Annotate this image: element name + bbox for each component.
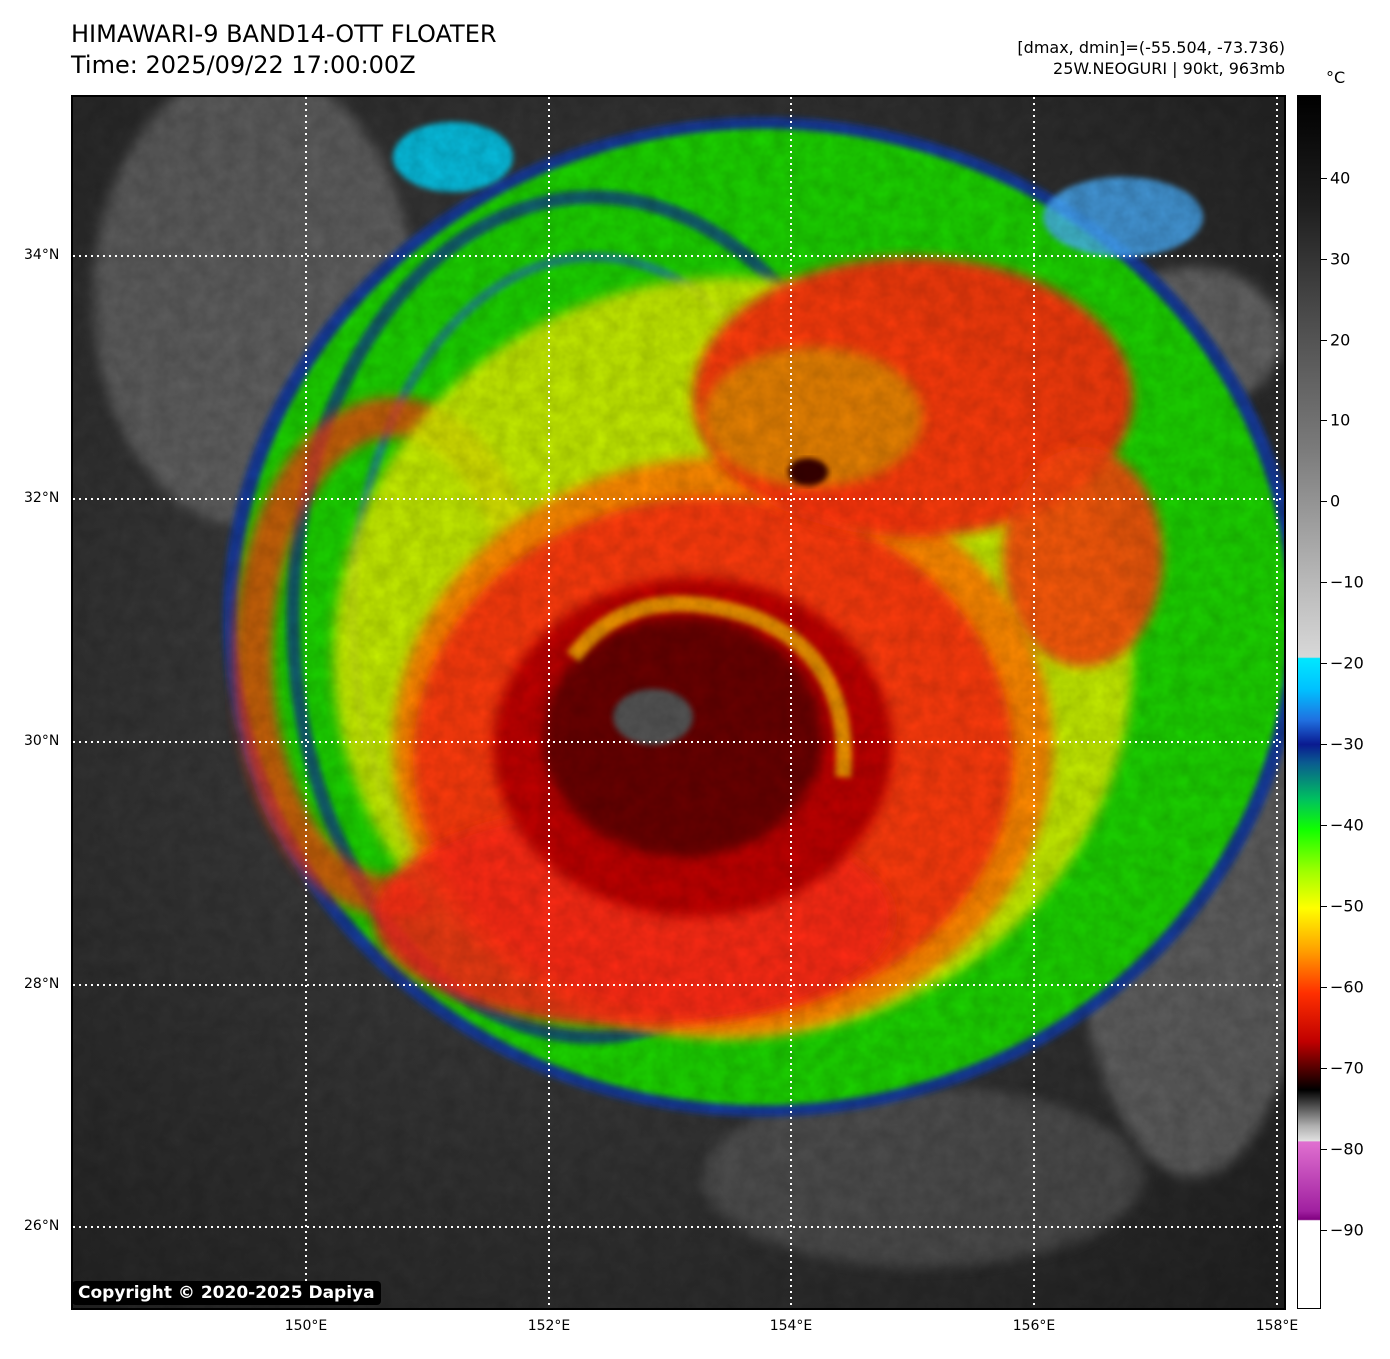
colorbar-tick xyxy=(1321,582,1327,583)
satellite-imagery xyxy=(73,97,1284,1308)
colorbar-unit: °C xyxy=(1326,68,1346,87)
copyright-notice: Copyright © 2020-2025 Dapiya xyxy=(72,1281,381,1305)
lon-label-150e: 150°E xyxy=(284,1318,328,1334)
lat-label-32n: 32°N xyxy=(24,490,60,506)
colorbar-tick xyxy=(1321,906,1327,907)
colorbar-tick xyxy=(1321,1149,1327,1150)
temperature-colorbar xyxy=(1297,95,1321,1309)
lat-label-28n: 28°N xyxy=(24,976,60,992)
colorbar-tick xyxy=(1321,340,1327,341)
image-title: HIMAWARI-9 BAND14-OTT FLOATER xyxy=(71,20,497,48)
colorbar-tick xyxy=(1321,663,1327,664)
lat-label-34n: 34°N xyxy=(24,247,60,263)
colorbar-label-30: 30 xyxy=(1330,249,1351,269)
colorbar-tick xyxy=(1321,825,1327,826)
colorbar-label-10: 10 xyxy=(1330,410,1351,430)
lon-label-158e: 158°E xyxy=(1255,1318,1299,1334)
temperature-range: [dmax, dmin]=(-55.504, -73.736) xyxy=(1017,38,1285,57)
lat-label-30n: 30°N xyxy=(24,733,60,749)
colorbar-label-minus30: −30 xyxy=(1330,734,1364,754)
colorbar-label-minus60: −60 xyxy=(1330,977,1364,997)
colorbar-label-minus50: −50 xyxy=(1330,896,1364,916)
lon-label-154e: 154°E xyxy=(769,1318,813,1334)
colorbar-label-0: 0 xyxy=(1330,491,1341,511)
colorbar-tick xyxy=(1321,744,1327,745)
lat-label-26n: 26°N xyxy=(24,1218,60,1234)
lon-label-152e: 152°E xyxy=(527,1318,571,1334)
colorbar-label-40: 40 xyxy=(1330,168,1351,188)
colorbar-tick xyxy=(1321,420,1327,421)
satellite-map xyxy=(71,95,1286,1310)
colorbar-label-20: 20 xyxy=(1330,330,1351,350)
colorbar-tick xyxy=(1321,178,1327,179)
colorbar-label-minus90: −90 xyxy=(1330,1220,1364,1240)
colorbar-tick xyxy=(1321,501,1327,502)
colorbar-tick xyxy=(1321,1230,1327,1231)
colorbar-label-minus80: −80 xyxy=(1330,1139,1364,1159)
lon-label-156e: 156°E xyxy=(1012,1318,1056,1334)
image-timestamp: Time: 2025/09/22 17:00:00Z xyxy=(71,51,416,79)
colorbar-tick xyxy=(1321,1068,1327,1069)
storm-info: 25W.NEOGURI | 90kt, 963mb xyxy=(1053,59,1285,78)
colorbar-tick xyxy=(1321,987,1327,988)
colorbar-label-minus10: −10 xyxy=(1330,572,1364,592)
colorbar-label-minus40: −40 xyxy=(1330,815,1364,835)
colorbar-label-minus70: −70 xyxy=(1330,1058,1364,1078)
colorbar-tick xyxy=(1321,259,1327,260)
colorbar-label-minus20: −20 xyxy=(1330,653,1364,673)
